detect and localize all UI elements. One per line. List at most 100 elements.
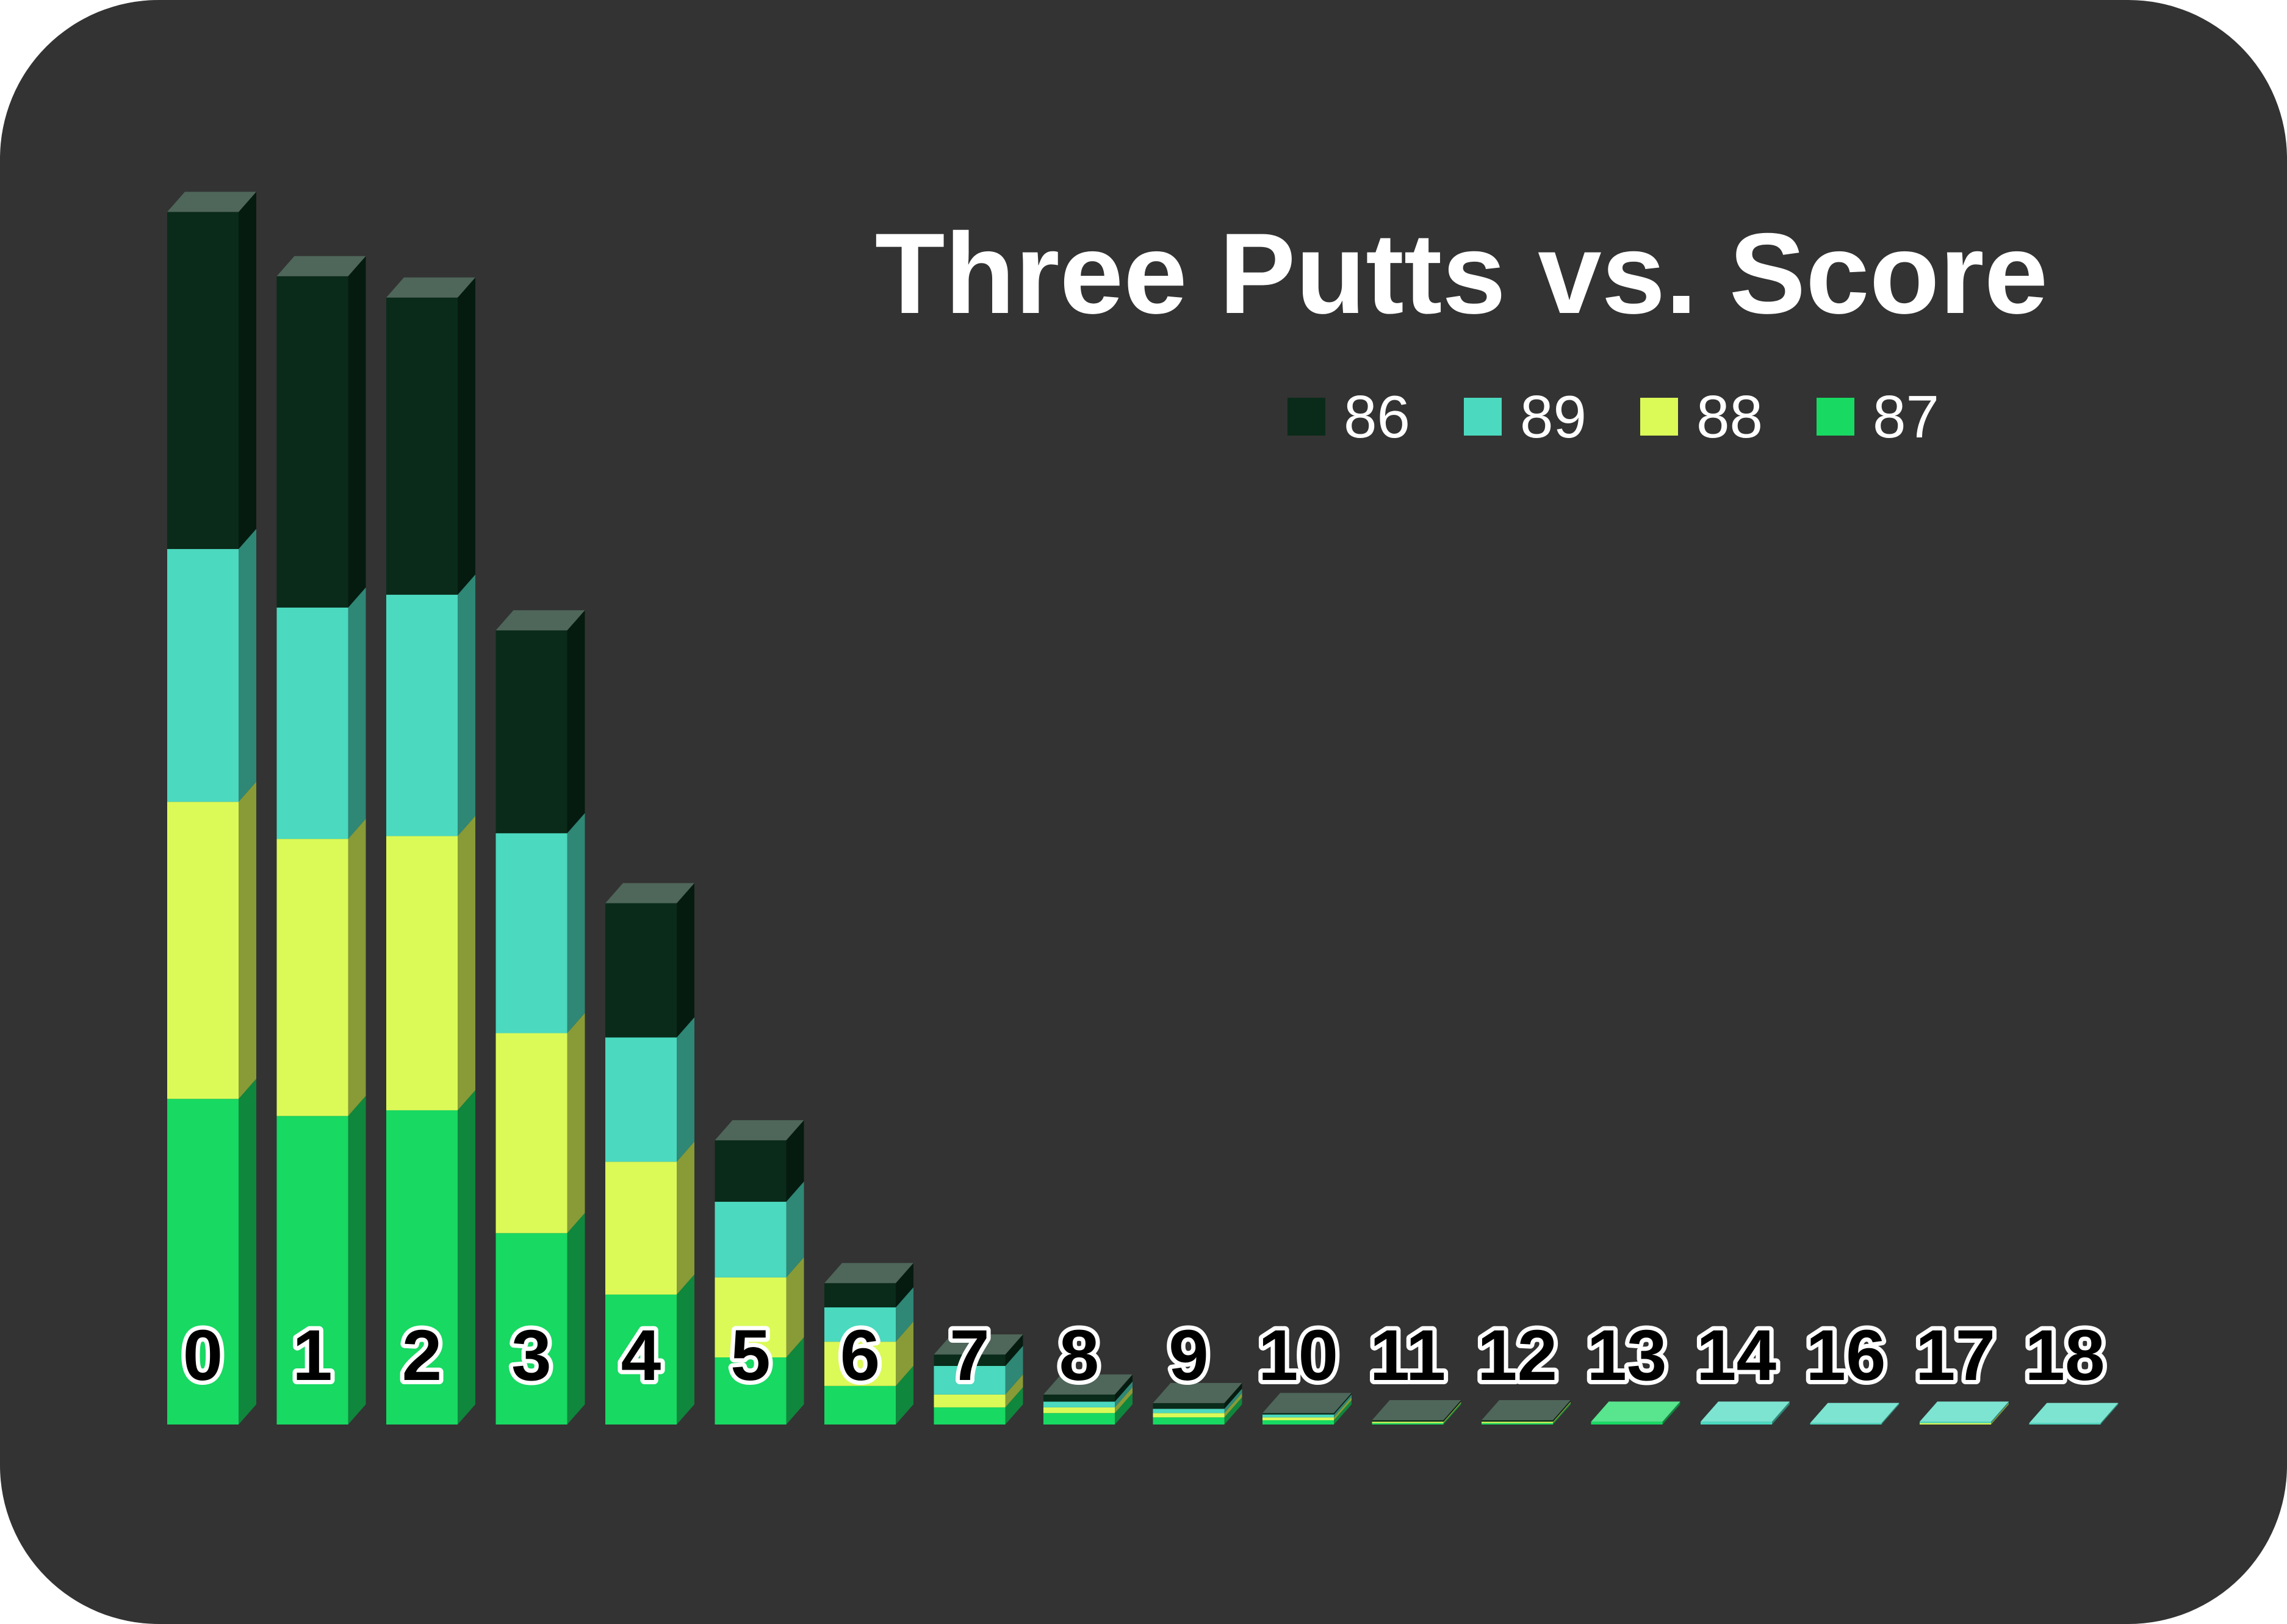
- bar-side-89-cat-6: [896, 1287, 913, 1342]
- bar-side-89-cat-10: [1334, 1394, 1352, 1418]
- bar-top-cat-0: [167, 192, 256, 212]
- bar-segment-88-cat-8: [1043, 1407, 1115, 1414]
- bar-top-cat-13: [1591, 1401, 1680, 1422]
- bar-segment-86-cat-8: [1043, 1394, 1115, 1402]
- bar-segment-89-cat-1: [276, 607, 348, 839]
- bar-segment-87-cat-12: [1482, 1423, 1553, 1425]
- bar-side-86-cat-4: [677, 883, 694, 1038]
- bar-side-86-cat-8: [1115, 1374, 1133, 1402]
- bar-side-88-cat-17: [1991, 1403, 2009, 1425]
- bar-segment-89-cat-6: [824, 1307, 896, 1342]
- bar-segment-88-cat-10: [1262, 1417, 1334, 1420]
- bar-segment-86-cat-5: [715, 1140, 787, 1202]
- legend-swatch-87: [1817, 398, 1855, 436]
- bar-side-89-cat-16: [1881, 1403, 1900, 1425]
- bar-side-87-cat-10: [1334, 1399, 1352, 1425]
- bar-top-cat-5: [715, 1120, 804, 1141]
- bar-segment-87-cat-8: [1043, 1413, 1115, 1425]
- bar-side-89-cat-3: [567, 813, 585, 1033]
- category-label-17: 17: [1915, 1315, 1995, 1396]
- bar-segment-87-cat-9: [1153, 1417, 1225, 1425]
- bar-segment-88-cat-4: [605, 1162, 677, 1295]
- category-label-3: 3: [511, 1315, 552, 1396]
- bar-segment-89-cat-18: [2029, 1423, 2101, 1425]
- bar-side-89-cat-5: [786, 1181, 804, 1277]
- bar-segment-88-cat-11: [1372, 1421, 1444, 1423]
- legend-label-86: 86: [1344, 383, 1411, 450]
- bar-side-86-cat-7: [1005, 1334, 1023, 1367]
- bar-side-86-cat-9: [1224, 1382, 1242, 1409]
- bar-side-88-cat-7: [1005, 1374, 1023, 1407]
- bar-segment-86-cat-2: [386, 297, 458, 595]
- bar-top-cat-7: [934, 1334, 1023, 1355]
- bar-side-88-cat-4: [677, 1141, 694, 1295]
- bar-top-cat-6: [824, 1263, 913, 1284]
- legend-swatch-86: [1288, 398, 1325, 436]
- legend-label-87: 87: [1873, 383, 1940, 450]
- bar-side-88-cat-3: [567, 1013, 585, 1234]
- category-label-18: 18: [2025, 1315, 2105, 1396]
- category-label-5: 5: [730, 1315, 771, 1396]
- bar-side-87-cat-9: [1224, 1397, 1242, 1425]
- bar-segment-89-cat-17: [1920, 1421, 1991, 1423]
- bar-side-86-cat-0: [239, 192, 256, 549]
- bar-top-cat-4: [605, 883, 694, 904]
- bar-side-86-cat-6: [896, 1263, 913, 1308]
- bar-side-86-cat-11: [1443, 1399, 1461, 1422]
- category-label-0: 0: [183, 1315, 223, 1396]
- bar-side-87-cat-3: [567, 1213, 585, 1425]
- bar-top-cat-10: [1262, 1393, 1352, 1414]
- bar-segment-88-cat-2: [386, 836, 458, 1110]
- bar-segment-86-cat-1: [276, 276, 348, 608]
- bar-side-89-cat-9: [1224, 1389, 1242, 1414]
- bar-top-cat-2: [386, 277, 475, 298]
- bar-top-cat-8: [1043, 1374, 1133, 1395]
- bar-side-89-cat-1: [348, 587, 366, 839]
- bar-segment-89-cat-14: [1701, 1421, 1772, 1425]
- bar-side-89-cat-14: [1772, 1401, 1790, 1425]
- bar-segment-87-cat-4: [605, 1294, 677, 1425]
- bar-segment-86-cat-6: [824, 1283, 896, 1308]
- bar-segment-89-cat-2: [386, 594, 458, 836]
- legend-item-86: 86: [1288, 383, 1410, 451]
- bar-segment-87-cat-3: [495, 1233, 567, 1425]
- bar-side-87-cat-5: [786, 1337, 804, 1425]
- bar-top-cat-9: [1153, 1382, 1242, 1403]
- bar-segment-89-cat-3: [495, 833, 567, 1033]
- bar-segment-87-cat-13: [1591, 1421, 1663, 1425]
- category-label-9: 9: [1169, 1315, 1209, 1396]
- bar-segment-88-cat-1: [276, 839, 348, 1116]
- bar-segment-87-cat-5: [715, 1357, 787, 1425]
- bar-segment-89-cat-10: [1262, 1414, 1334, 1418]
- legend-label-89: 89: [1520, 383, 1587, 450]
- bar-segment-86-cat-11: [1372, 1420, 1444, 1422]
- bar-side-89-cat-0: [239, 528, 256, 802]
- category-label-12: 12: [1477, 1315, 1557, 1396]
- bar-segment-86-cat-12: [1482, 1420, 1553, 1422]
- bar-side-89-cat-17: [1991, 1401, 2009, 1423]
- bar-segment-86-cat-0: [167, 212, 239, 549]
- bar-side-89-cat-18: [2100, 1403, 2119, 1425]
- category-label-8: 8: [1059, 1315, 1100, 1396]
- bar-top-cat-18: [2029, 1403, 2119, 1423]
- bar-side-88-cat-8: [1115, 1387, 1133, 1414]
- bar-side-87-cat-7: [1005, 1387, 1023, 1425]
- category-label-6: 6: [840, 1315, 881, 1396]
- legend-label-88: 88: [1696, 383, 1763, 450]
- legend-swatch-89: [1464, 398, 1502, 436]
- bar-segment-89-cat-4: [605, 1037, 677, 1162]
- bar-side-88-cat-10: [1334, 1397, 1352, 1420]
- bar-side-88-cat-1: [348, 819, 366, 1116]
- chart-legend: 86 89 88 87: [1288, 383, 1993, 450]
- bar-side-86-cat-5: [786, 1120, 804, 1202]
- bar-segment-88-cat-5: [715, 1277, 787, 1357]
- bar-segment-88-cat-3: [495, 1033, 567, 1234]
- bar-side-89-cat-4: [677, 1017, 694, 1162]
- bar-segment-88-cat-0: [167, 802, 239, 1099]
- bar-side-86-cat-12: [1553, 1399, 1571, 1422]
- bar-segment-87-cat-10: [1262, 1420, 1334, 1425]
- bar-top-cat-16: [1810, 1403, 1900, 1423]
- bar-segment-86-cat-9: [1153, 1403, 1225, 1409]
